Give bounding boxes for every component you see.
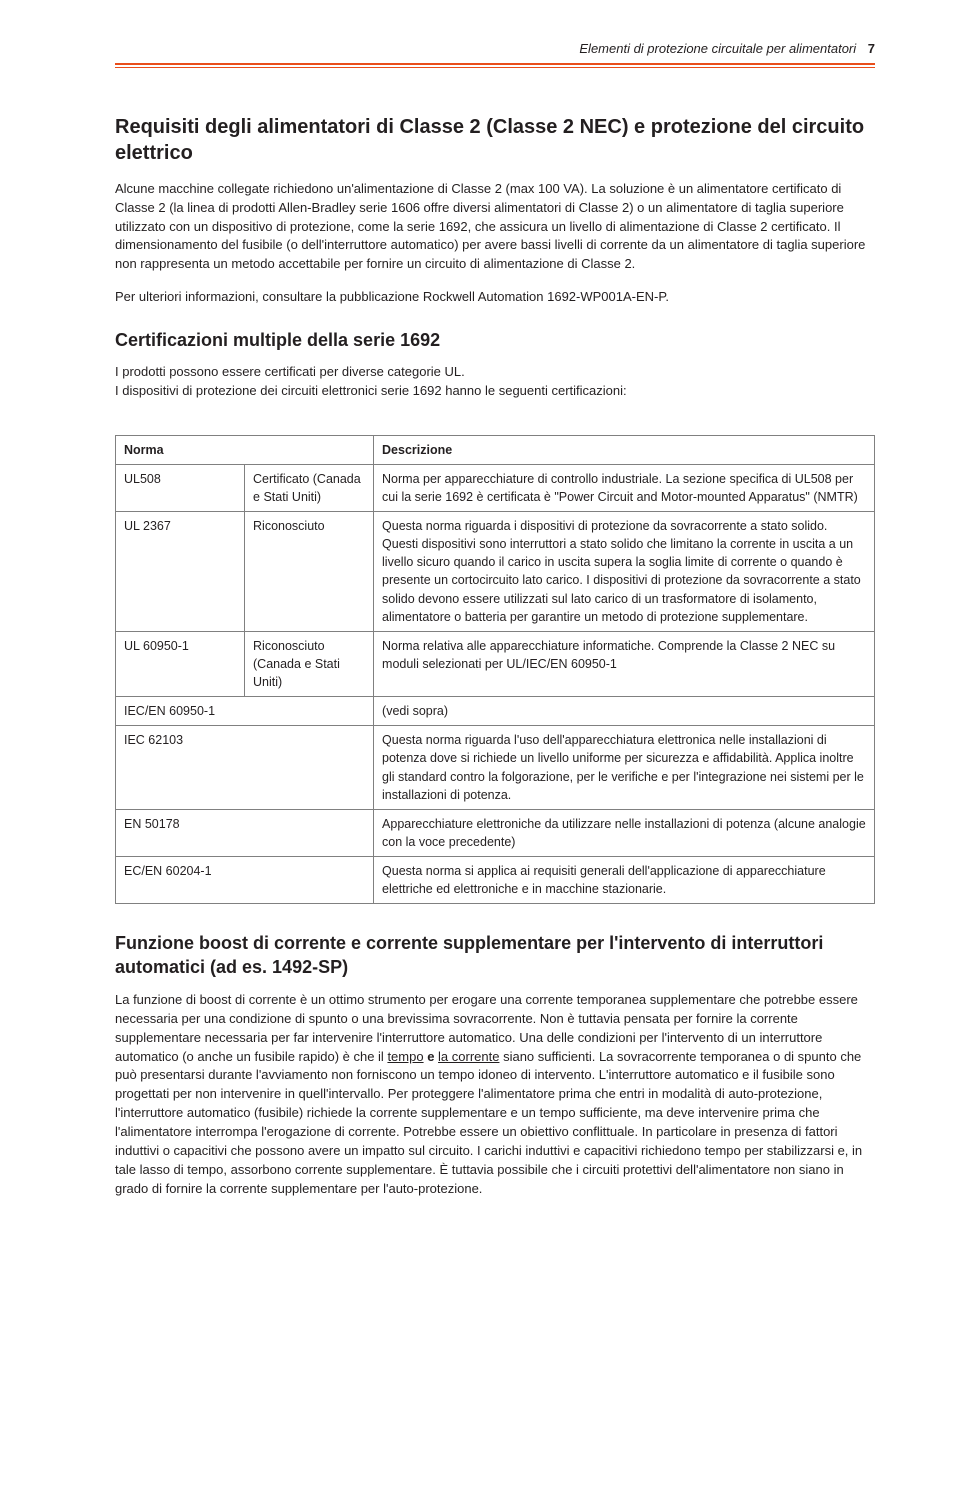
cell-desc: Questa norma riguarda l'uso dell'apparec… xyxy=(374,726,875,810)
section1-para1: Alcune macchine collegate richiedono un'… xyxy=(115,180,875,274)
table-header-row: Norma Descrizione xyxy=(116,435,875,464)
cell-status: Riconosciuto (Canada e Stati Uniti) xyxy=(245,631,374,696)
certifications-table: Norma Descrizione UL508 Certificato (Can… xyxy=(115,435,875,905)
table-row: UL 2367 Riconosciuto Questa norma riguar… xyxy=(116,512,875,632)
cell-desc: Questa norma riguarda i dispositivi di p… xyxy=(374,512,875,632)
cell-norma: UL508 xyxy=(116,464,245,511)
running-header: Elementi di protezione circuitale per al… xyxy=(115,40,875,59)
section2-intro1: I prodotti possono essere certificati pe… xyxy=(115,363,875,382)
table-row: EN 50178 Apparecchiature elettroniche da… xyxy=(116,809,875,856)
table-row: UL508 Certificato (Canada e Stati Uniti)… xyxy=(116,464,875,511)
table-row: IEC 62103 Questa norma riguarda l'uso de… xyxy=(116,726,875,810)
section2-heading: Certificazioni multiple della serie 1692 xyxy=(115,327,875,353)
cell-status: Riconosciuto xyxy=(245,512,374,632)
bold-e: e xyxy=(424,1049,438,1064)
cell-norma: UL 2367 xyxy=(116,512,245,632)
cell-desc: Questa norma si applica ai requisiti gen… xyxy=(374,857,875,904)
cell-desc: Norma relativa alle apparecchiature info… xyxy=(374,631,875,696)
section2-intro2: I dispositivi di protezione dei circuiti… xyxy=(115,382,875,401)
cell-status: Certificato (Canada e Stati Uniti) xyxy=(245,464,374,511)
cell-norma: IEC 62103 xyxy=(116,726,374,810)
cell-norma: IEC/EN 60950-1 xyxy=(116,697,374,726)
th-norma: Norma xyxy=(116,435,374,464)
cell-desc: Norma per apparecchiature di controllo i… xyxy=(374,464,875,511)
cell-desc: (vedi sopra) xyxy=(374,697,875,726)
cell-desc: Apparecchiature elettroniche da utilizza… xyxy=(374,809,875,856)
cell-norma: EN 50178 xyxy=(116,809,374,856)
section3-para: La funzione di boost di corrente è un ot… xyxy=(115,991,875,1198)
section3-post: siano sufficienti. La sovracorrente temp… xyxy=(115,1049,862,1196)
underline-corrente: la corrente xyxy=(438,1049,499,1064)
table-row: UL 60950-1 Riconosciuto (Canada e Stati … xyxy=(116,631,875,696)
table-row: EC/EN 60204-1 Questa norma si applica ai… xyxy=(116,857,875,904)
cell-norma: EC/EN 60204-1 xyxy=(116,857,374,904)
section1-para2: Per ulteriori informazioni, consultare l… xyxy=(115,288,875,307)
header-rule-thin xyxy=(115,67,875,68)
page-number: 7 xyxy=(868,41,875,56)
cell-norma: UL 60950-1 xyxy=(116,631,245,696)
section1-heading: Requisiti degli alimentatori di Classe 2… xyxy=(115,114,875,166)
table-row: IEC/EN 60950-1 (vedi sopra) xyxy=(116,697,875,726)
header-title: Elementi di protezione circuitale per al… xyxy=(579,41,856,56)
section3-heading: Funzione boost di corrente e corrente su… xyxy=(115,932,875,979)
underline-tempo: tempo xyxy=(387,1049,423,1064)
th-desc: Descrizione xyxy=(374,435,875,464)
header-rule-thick xyxy=(115,63,875,65)
